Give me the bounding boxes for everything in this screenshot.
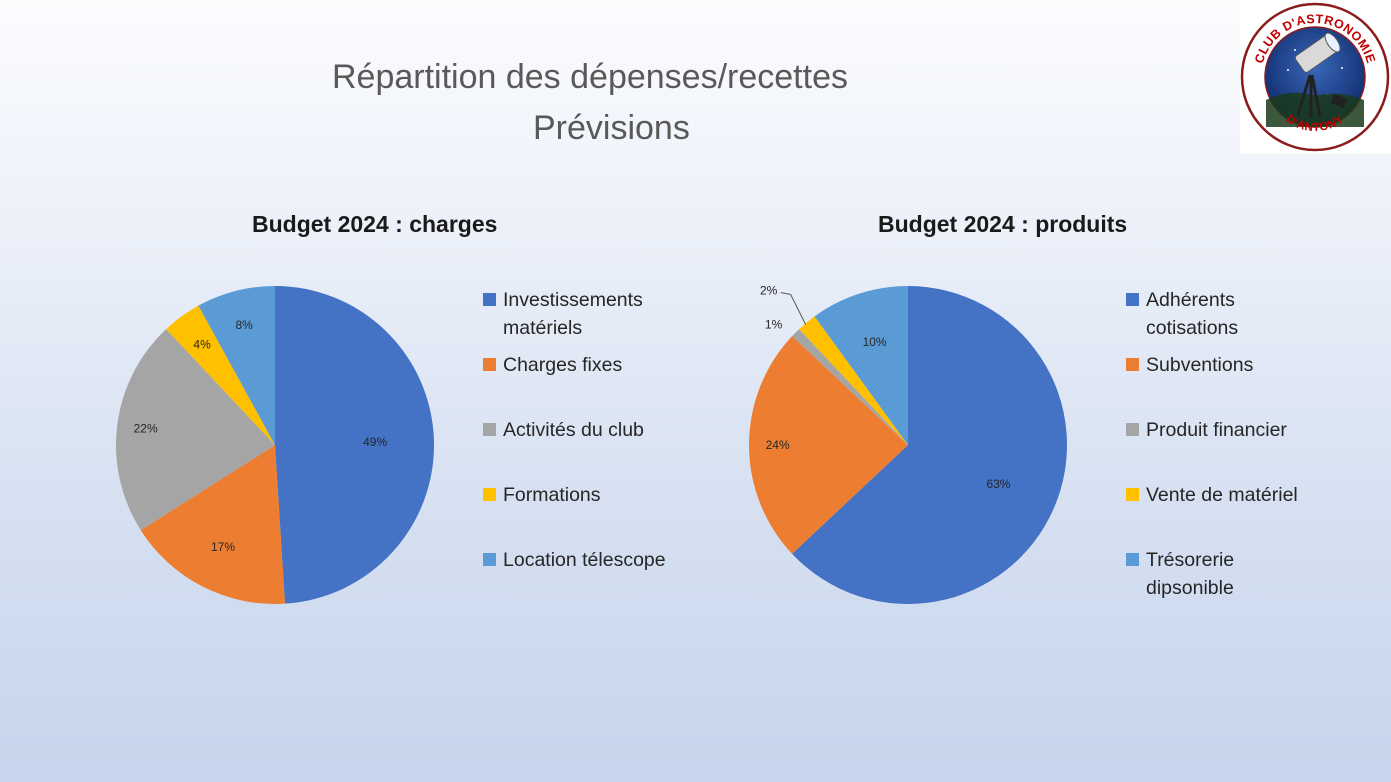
legend-label-produits-1: Subventions <box>1146 354 1254 376</box>
legend-swatch-produits-1 <box>1126 358 1139 371</box>
pie-slice-charges-1 <box>140 445 285 604</box>
pie-slice-charges-2 <box>115 329 275 531</box>
data-label-produits-1: 24% <box>766 438 790 452</box>
pie-slice-charges-3 <box>166 305 275 445</box>
legend-swatch-charges-4 <box>483 553 496 566</box>
leader-line-produits-3 <box>780 291 807 325</box>
legend-swatch-produits-0 <box>1126 293 1139 306</box>
legend-item-charges-3: Formations <box>483 481 703 509</box>
pie-slice-charges-0 <box>275 286 434 604</box>
legend-label-charges-0: Investissements matériels <box>503 289 643 339</box>
pie-slice-produits-1 <box>749 336 908 554</box>
data-label-charges-3: 4% <box>193 338 211 352</box>
legend-label-produits-3: Vente de matériel <box>1146 484 1298 506</box>
legend-item-produits-2: Produit financier <box>1126 416 1346 444</box>
legend-item-produits-1: Subventions <box>1126 351 1346 379</box>
legend-item-produits-3: Vente de matériel <box>1126 481 1346 509</box>
pie-chart-charges: 49% 17% 22% 4% 8% <box>115 286 434 604</box>
legend-item-charges-1: Charges fixes <box>483 351 703 379</box>
data-label-produits-0: 63% <box>986 477 1010 491</box>
chart-title-produits: Budget 2024 : produits <box>878 211 1128 237</box>
legend-label-produits-4: Trésorerie dipsonible <box>1146 549 1235 599</box>
pie-chart-produits: 63% 24% 1% 2% 10% <box>749 283 1067 604</box>
pie-slice-charges-4 <box>198 286 275 445</box>
data-label-produits-4: 10% <box>863 335 887 349</box>
data-label-charges-4: 8% <box>235 318 253 332</box>
data-label-produits-2: 1% <box>765 318 783 332</box>
legend-swatch-produits-3 <box>1126 488 1139 501</box>
club-logo-graphic: CLUB D'ASTRONOMIE CLUB D'ASTRONOMIE D'AN… <box>1240 2 1390 152</box>
legend-label-produits-2: Produit financier <box>1146 419 1287 441</box>
pie-slice-produits-2 <box>792 329 908 445</box>
legend-swatch-charges-0 <box>483 293 496 306</box>
data-label-charges-2: 22% <box>134 422 158 436</box>
legend-swatch-charges-3 <box>483 488 496 501</box>
pie-slice-produits-0 <box>792 286 1067 604</box>
legend-swatch-produits-4 <box>1126 553 1139 566</box>
data-label-charges-0: 49% <box>363 435 387 449</box>
pie-slice-produits-3 <box>799 316 908 445</box>
legend-label-charges-3: Formations <box>503 484 601 506</box>
legend-item-produits-4: Trésorerie dipsonible <box>1126 546 1346 602</box>
data-label-charges-1: 17% <box>211 540 235 554</box>
legend-label-charges-2: Activités du club <box>503 419 644 441</box>
legend-swatch-produits-2 <box>1126 423 1139 436</box>
legend-label-produits-0: Adhérents cotisations <box>1146 289 1239 339</box>
slide-title-line2: Prévisions <box>533 109 690 147</box>
legend-swatch-charges-2 <box>483 423 496 436</box>
legend-swatch-charges-1 <box>483 358 496 371</box>
slide-title: Répartition des dépenses/recettes Prévis… <box>330 52 910 154</box>
club-logo: CLUB D'ASTRONOMIE CLUB D'ASTRONOMIE D'AN… <box>1240 0 1391 154</box>
chart-title-charges: Budget 2024 : charges <box>252 211 498 237</box>
legend-item-charges-4: Location télescope <box>483 546 703 574</box>
legend-label-charges-4: Location télescope <box>503 549 666 571</box>
legend-item-produits-0: Adhérents cotisations <box>1126 286 1346 342</box>
data-label-produits-3: 2% <box>760 283 778 297</box>
legend-item-charges-2: Activités du club <box>483 416 703 444</box>
slide-title-line1: Répartition des dépenses/recettes <box>332 58 848 96</box>
legend-label-charges-1: Charges fixes <box>503 354 623 376</box>
pie-slice-produits-4 <box>814 286 908 445</box>
legend-item-charges-0: Investissements matériels <box>483 286 703 342</box>
